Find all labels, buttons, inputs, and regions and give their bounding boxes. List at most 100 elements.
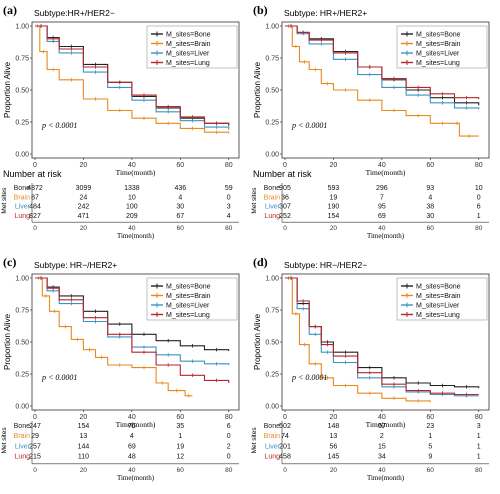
risk-value: 4872 <box>27 185 43 192</box>
x-axis-label: Time(month) <box>116 420 156 429</box>
curve-brain <box>35 277 193 397</box>
risk-row-label-liver: Liver <box>15 204 31 211</box>
risk-value: 13 <box>80 433 88 440</box>
risk-value: 0 <box>477 194 481 201</box>
risk-value: 0 <box>227 454 231 461</box>
legend-entry: M_sites=Brain <box>166 293 211 300</box>
risk-title: Number at risk <box>253 169 312 179</box>
panel-1: (b) Subtype: HR+/HER2+ 0.00 0.25 0.50 0.75 1.0… <box>251 3 490 240</box>
risk-value: 13 <box>330 433 338 440</box>
y-tick-label: 0.50 <box>15 340 29 347</box>
legend-entry: M_sites=Liver <box>166 51 210 58</box>
risk-value: 6 <box>477 204 481 211</box>
risk-x-tick-label: 0 <box>33 467 37 474</box>
risk-x-tick-label: 20 <box>80 467 88 474</box>
y-tick-label: 0.25 <box>265 120 279 127</box>
panel-label: (b) <box>253 3 268 17</box>
x-tick-label: 80 <box>475 414 483 421</box>
legend-entry: M_sites=Lung <box>166 312 210 319</box>
y-axis-label: Proportion Alive <box>3 313 12 370</box>
risk-x-tick-label: 0 <box>283 225 287 232</box>
risk-value: 7 <box>380 194 384 201</box>
y-axis-label: Proportion Alive <box>253 61 262 118</box>
risk-value: 471 <box>78 213 90 220</box>
legend-entry: M_sites=Liver <box>166 303 210 310</box>
y-tick-label: 0.00 <box>265 404 279 411</box>
panel-title: Subtype:HR+/HER2− <box>34 8 115 18</box>
legend-entry: M_sites=Liver <box>416 303 460 310</box>
y-tick-label: 0.50 <box>265 88 279 95</box>
risk-value: 1 <box>477 213 481 220</box>
y-tick-label: 0.25 <box>265 372 279 379</box>
x-tick-label: 20 <box>80 414 88 421</box>
risk-value: 154 <box>328 213 340 220</box>
y-tick-label: 0.75 <box>265 308 279 315</box>
legend-box <box>396 25 488 69</box>
y-tick-label: 0.25 <box>15 120 29 127</box>
risk-x-tick-label: 0 <box>33 225 37 232</box>
x-tick-label: 0 <box>33 414 37 421</box>
y-tick-label: 0.00 <box>15 152 29 159</box>
legend-entry: M_sites=Lung <box>416 312 460 319</box>
risk-x-tick-label: 60 <box>177 467 185 474</box>
risk-value: 209 <box>126 213 138 220</box>
risk-value: 307 <box>279 204 291 211</box>
risk-x-tick-label: 40 <box>128 225 136 232</box>
risk-value: 48 <box>128 454 136 461</box>
risk-value: 905 <box>279 185 291 192</box>
p-value: p < 0.0001 <box>41 121 77 130</box>
curve-lung <box>285 277 479 396</box>
risk-value: 19 <box>176 443 184 450</box>
risk-value: 9 <box>428 454 432 461</box>
risk-value: 4 <box>428 194 432 201</box>
panel-label: (c) <box>3 255 16 269</box>
panel-0: (a) Subtype:HR+/HER2− 0.00 0.25 0.50 0.75 1.00… <box>1 3 240 240</box>
risk-value: 242 <box>78 204 90 211</box>
panel-3: (d) Subtype: HR−/HER2− 0.00 0.25 0.50 0.75 1.0… <box>251 255 490 482</box>
risk-value: 2 <box>227 443 231 450</box>
y-tick-label: 0.25 <box>15 372 29 379</box>
curve-brain <box>285 25 479 137</box>
x-tick-label: 0 <box>283 414 287 421</box>
legend-box <box>146 277 238 321</box>
legend-entry: M_sites=Brain <box>416 293 461 300</box>
risk-x-tick-label: 40 <box>128 467 136 474</box>
risk-value: 1 <box>477 454 481 461</box>
curve-lung <box>35 25 230 125</box>
risk-x-tick-label: 40 <box>378 467 386 474</box>
risk-x-tick-label: 60 <box>427 225 435 232</box>
x-axis-label: Time(month) <box>366 168 406 177</box>
risk-value: 93 <box>426 185 434 192</box>
risk-row-label-liver: Liver <box>265 204 281 211</box>
risk-axis-label: Met sites <box>1 427 8 454</box>
risk-value: 95 <box>378 204 386 211</box>
legend-entry: M_sites=Brain <box>416 41 461 48</box>
y-tick-label: 1.00 <box>265 276 279 283</box>
risk-x-tick-label: 80 <box>475 467 483 474</box>
risk-value: 215 <box>29 454 41 461</box>
panel-title: Subtype: HR+/HER2+ <box>284 8 367 18</box>
panel-label: (a) <box>3 3 17 17</box>
risk-value: 593 <box>328 185 340 192</box>
risk-value: 23 <box>426 423 434 430</box>
risk-value: 257 <box>29 443 41 450</box>
risk-value: 56 <box>330 443 338 450</box>
risk-row-label-brain: Brain <box>264 194 280 201</box>
risk-x-tick-label: 20 <box>330 467 338 474</box>
risk-value: 59 <box>225 185 233 192</box>
x-tick-label: 20 <box>330 162 338 169</box>
panel-label: (d) <box>253 255 268 269</box>
y-axis-label: Proportion Alive <box>253 313 262 370</box>
p-value: p < 0.0001 <box>291 121 327 130</box>
x-tick-label: 80 <box>225 162 233 169</box>
curve-brain <box>285 277 431 403</box>
y-tick-label: 0.50 <box>15 88 29 95</box>
y-tick-label: 1.00 <box>15 276 29 283</box>
risk-value: 35 <box>176 423 184 430</box>
risk-row-label-brain: Brain <box>14 433 30 440</box>
risk-value: 154 <box>78 423 90 430</box>
x-tick-label: 40 <box>128 162 136 169</box>
risk-value: 1 <box>477 443 481 450</box>
curve-bone <box>35 277 230 351</box>
